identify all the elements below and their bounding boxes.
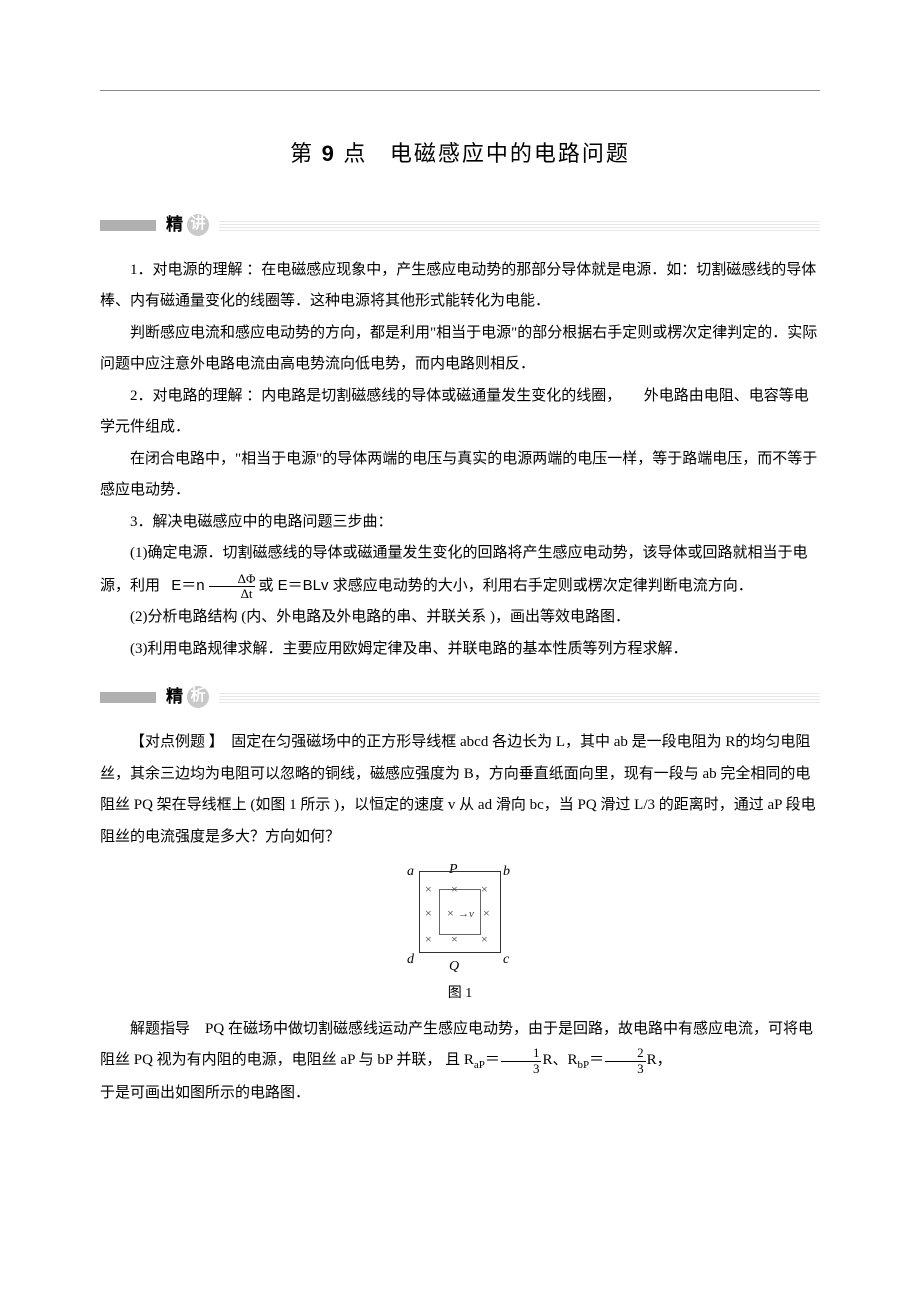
- solution-label: 解题指导: [130, 1021, 190, 1037]
- paragraph-7: (2)分析电路结构 (内、外电路及外电路的串、并联关系 )，画出等效电路图．: [100, 602, 820, 634]
- sol-r2: R，: [647, 1052, 672, 1068]
- fig-label-Q: Q: [449, 952, 459, 981]
- fig-label-d: d: [407, 945, 414, 974]
- p3a: 2．对电路的理解 ：内电路是切割磁感线的导体或磁通量发生变化的线圈，: [130, 388, 621, 404]
- cross-icon: ×: [451, 927, 458, 952]
- solution-body2: 于是可画出如图所示的电路图．: [100, 1078, 820, 1110]
- sol-r1: R、R: [542, 1052, 577, 1068]
- section-badge-jiang: 精 讲: [100, 207, 820, 243]
- title-prefix: 第: [290, 141, 314, 166]
- frac-num: 2: [605, 1046, 646, 1060]
- paragraph-1: 1．对电源的理解 ：在电磁感应现象中，产生感应电动势的那部分导体就是电源．如：切…: [100, 255, 820, 318]
- title-number: 9: [322, 141, 336, 166]
- sol-frac1: 13: [501, 1046, 542, 1076]
- p6-eq1: E＝n: [171, 577, 204, 594]
- sol-frac2: 23: [605, 1046, 646, 1076]
- fig-v-label: v: [469, 908, 474, 920]
- cross-icon: ×: [425, 877, 432, 902]
- cross-icon: ×: [425, 901, 432, 926]
- badge-circle-jiang: 讲: [187, 214, 209, 236]
- paragraph-6: (1)确定电源．切割磁感线的导体或磁通量发生变化的回路将产生感应电动势，该导体或…: [100, 538, 820, 602]
- title-unit: 点: [343, 141, 367, 166]
- frac-num: ΔΦ: [206, 572, 258, 586]
- example-body: 固定在匀强磁场中的正方形导线框 abcd 各边长为 L，其中 ab 是一段电阻为…: [100, 734, 816, 845]
- fig-label-c: c: [503, 945, 509, 974]
- example-label: 【对点例题 】: [130, 734, 224, 750]
- p6-fraction: ΔΦΔt: [206, 572, 258, 602]
- frac-den: 3: [501, 1061, 542, 1076]
- badge-text-main: 精: [166, 679, 185, 715]
- paragraph-4: 在闭合电路中，"相当于电源"的导体两端的电压与真实的电源两端的电压一样，等于路端…: [100, 444, 820, 507]
- badge-pattern: [219, 220, 820, 231]
- fig-label-a: a: [407, 857, 414, 886]
- figure-1: a P b d Q c × × × × × →v × × × ×: [401, 859, 519, 964]
- cross-icon: ×: [481, 877, 488, 902]
- figure-1-caption: 图 1: [100, 979, 820, 1008]
- badge-bar: [100, 692, 156, 703]
- badge-pattern: [219, 692, 820, 703]
- badge-bar: [100, 220, 156, 231]
- cross-icon: ×: [481, 927, 488, 952]
- paragraph-3: 2．对电路的理解 ：内电路是切割磁感线的导体或磁通量发生变化的线圈， 外电路由电…: [100, 381, 820, 444]
- example-paragraph: 【对点例题 】 固定在匀强磁场中的正方形导线框 abcd 各边长为 L，其中 a…: [100, 727, 820, 853]
- badge-circle-xi: 析: [187, 686, 209, 708]
- sub-bP: bP: [577, 1059, 589, 1071]
- section-badge-xi: 精 析: [100, 679, 820, 715]
- cross-icon: ×: [451, 877, 458, 902]
- frac-num: 1: [501, 1046, 542, 1060]
- frac-den: Δt: [209, 586, 255, 601]
- fig-arrow-v: →v: [458, 903, 474, 926]
- sol-eq2: ＝: [589, 1052, 604, 1068]
- fig-label-b: b: [503, 857, 510, 886]
- title-text: 电磁感应中的电路问题: [390, 141, 630, 166]
- solution-paragraph: 解题指导 PQ 在磁场中做切割磁感线运动产生感应电动势，由于是回路，故电路中有感…: [100, 1014, 820, 1078]
- page-title: 第 9 点 电磁感应中的电路问题: [100, 131, 820, 177]
- frac-den: 3: [605, 1061, 646, 1076]
- solution-body1: PQ 在磁场中做切割磁感线运动产生感应电动势，由于是回路，故电路中有感应电流，可…: [100, 1021, 813, 1069]
- cross-icon: ×: [447, 901, 454, 926]
- p6-eq2: 或 E＝BLv 求感应电动势的大小，利用右手定则或楞次定律判断电流方向．: [259, 577, 753, 594]
- sub-aP: aP: [474, 1059, 485, 1071]
- paragraph-2: 判断感应电流和感应电动势的方向，都是利用"相当于电源"的部分根据右手定则或楞次定…: [100, 318, 820, 381]
- page: 第 9 点 电磁感应中的电路问题 精 讲 1．对电源的理解 ：在电磁感应现象中，…: [0, 0, 920, 1303]
- badge-text-main: 精: [166, 207, 185, 243]
- top-rule: [100, 90, 820, 91]
- sol-eq1: ＝: [485, 1052, 500, 1068]
- paragraph-8: (3)利用电路规律求解．主要应用欧姆定律及串、并联电路的基本性质等列方程求解．: [100, 634, 820, 666]
- figure-1-wrap: a P b d Q c × × × × × →v × × × ×: [100, 859, 820, 977]
- cross-icon: ×: [425, 927, 432, 952]
- paragraph-5: 3．解决电磁感应中的电路问题三步曲：: [100, 507, 820, 539]
- cross-icon: ×: [483, 901, 490, 926]
